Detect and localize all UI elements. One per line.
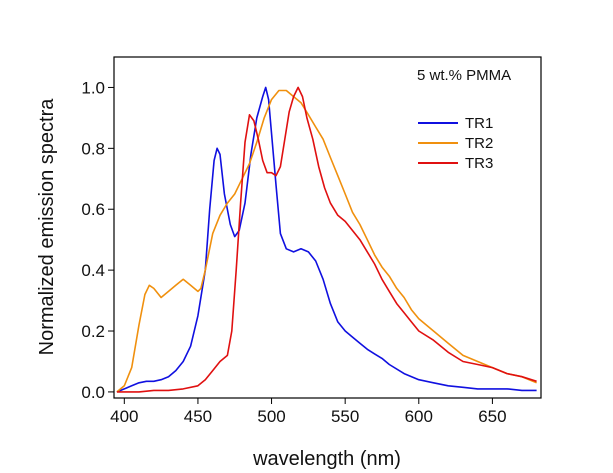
legend-label-tr2: TR2 <box>465 135 493 152</box>
series-line-tr3 <box>116 86 537 393</box>
y-axis-label: Normalized emission spectra <box>36 98 58 356</box>
x-tick-label: 500 <box>257 407 285 426</box>
pmma-annotation: 5 wt.% PMMA <box>417 67 511 84</box>
x-tick-label: 550 <box>331 407 359 426</box>
y-tick-label: 0.4 <box>81 261 105 280</box>
y-axis-ticks: 0.0 0.2 0.4 0.6 0.8 1.0 <box>81 78 114 402</box>
series-line-tr2 <box>116 89 537 393</box>
x-tick-label: 450 <box>184 407 212 426</box>
legend-label-tr3: TR3 <box>465 155 493 172</box>
series-layer <box>116 86 537 393</box>
plot-frame <box>113 56 542 399</box>
legend: TR1 TR2 TR3 <box>418 115 493 172</box>
y-tick-label: 0.2 <box>81 322 105 341</box>
y-tick-label: 1.0 <box>81 78 105 97</box>
y-tick-label: 0.8 <box>81 139 105 158</box>
y-tick-label: 0.6 <box>81 200 105 219</box>
legend-label-tr1: TR1 <box>465 115 493 132</box>
y-tick-label: 0.0 <box>81 383 105 402</box>
series-line-tr1 <box>116 86 537 393</box>
x-tick-label: 650 <box>478 407 506 426</box>
x-axis-label: wavelength (nm) <box>252 448 401 470</box>
x-axis-ticks: 400 450 500 550 600 650 <box>110 398 507 426</box>
x-tick-label: 600 <box>405 407 433 426</box>
x-tick-label: 400 <box>110 407 138 426</box>
